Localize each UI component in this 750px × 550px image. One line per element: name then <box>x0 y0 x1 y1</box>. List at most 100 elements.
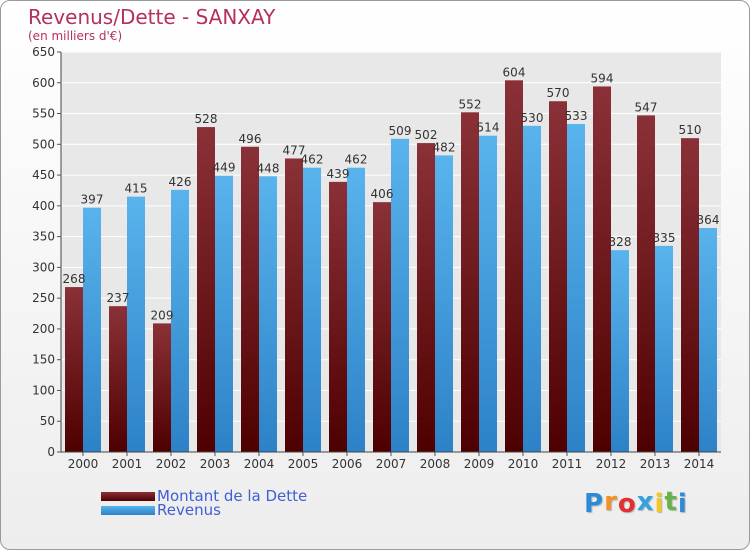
revenus-value-label: 397 <box>81 193 104 207</box>
proxiti-logo: Proxiti <box>584 487 688 519</box>
x-tick-label: 2000 <box>68 457 99 471</box>
dette-bar <box>109 306 127 452</box>
revenus-bar <box>171 189 189 452</box>
dette-value-label: 209 <box>151 308 174 322</box>
revenus-bar <box>347 167 365 452</box>
revenus-value-label: 335 <box>653 231 676 245</box>
y-tick-label: 650 <box>32 45 55 59</box>
dette-bar <box>373 202 391 452</box>
dette-bar <box>285 158 303 452</box>
dette-value-label: 547 <box>635 100 658 114</box>
x-tick-label: 2006 <box>332 457 363 471</box>
revenus-value-label: 328 <box>609 235 632 249</box>
revenus-value-label: 509 <box>389 124 412 138</box>
revenus-bar <box>127 196 145 452</box>
y-tick-label: 600 <box>32 76 55 90</box>
y-tick-label: 450 <box>32 168 55 182</box>
logo-letter: i <box>654 489 665 519</box>
logo-letter: o <box>617 489 637 519</box>
x-tick-label: 2004 <box>244 457 275 471</box>
revenus-bar <box>435 155 453 452</box>
dette-value-label: 477 <box>283 143 306 157</box>
x-tick-label: 2010 <box>508 457 539 471</box>
dette-bar <box>329 181 347 452</box>
dette-bar <box>65 287 83 452</box>
legend-swatch-dette <box>101 492 155 501</box>
legend-label-revenus: Revenus <box>157 501 221 519</box>
revenus-bar <box>479 135 497 452</box>
revenus-value-label: 415 <box>125 182 148 196</box>
dette-bar <box>549 101 567 452</box>
dette-value-label: 268 <box>63 272 86 286</box>
y-tick-label: 0 <box>47 445 55 459</box>
dette-bar <box>593 86 611 452</box>
dette-bar <box>417 143 435 453</box>
y-tick-label: 300 <box>32 260 55 274</box>
x-tick-label: 2007 <box>376 457 407 471</box>
x-tick-label: 2001 <box>112 457 143 471</box>
logo-letter: r <box>604 487 618 517</box>
revenus-value-label: 514 <box>477 121 500 135</box>
revenus-value-label: 426 <box>169 175 192 189</box>
legend-swatch-revenus <box>101 506 155 515</box>
x-tick-label: 2009 <box>464 457 495 471</box>
x-tick-label: 2013 <box>640 457 671 471</box>
dette-bar <box>681 138 699 452</box>
dette-bar <box>461 112 479 453</box>
dette-value-label: 502 <box>415 128 438 142</box>
x-tick-label: 2011 <box>552 457 583 471</box>
logo-letter: i <box>677 489 688 519</box>
dette-bar <box>505 80 523 453</box>
dette-value-label: 496 <box>239 132 262 146</box>
revenus-value-label: 462 <box>301 153 324 167</box>
y-tick-label: 250 <box>32 291 55 305</box>
revenus-value-label: 364 <box>697 213 720 227</box>
revenus-bar <box>83 207 101 452</box>
dette-bar <box>637 115 655 452</box>
x-tick-label: 2014 <box>684 457 715 471</box>
revenus-value-label: 530 <box>521 111 544 125</box>
dette-value-label: 406 <box>371 187 394 201</box>
revenus-bar <box>391 138 409 452</box>
y-tick-label: 400 <box>32 199 55 213</box>
y-tick-label: 550 <box>32 107 55 121</box>
dette-value-label: 237 <box>107 291 130 305</box>
y-tick-label: 350 <box>32 230 55 244</box>
x-tick-label: 2005 <box>288 457 319 471</box>
dette-value-label: 594 <box>591 71 614 85</box>
chart-subtitle: (en milliers d'€) <box>28 29 123 43</box>
revenus-value-label: 533 <box>565 109 588 123</box>
x-tick-label: 2002 <box>156 457 187 471</box>
dette-value-label: 552 <box>459 97 482 111</box>
revenus-value-label: 449 <box>213 161 236 175</box>
revenus-bar <box>259 176 277 453</box>
y-tick-label: 500 <box>32 137 55 151</box>
logo-letter: P <box>584 489 605 519</box>
dette-value-label: 528 <box>195 112 218 126</box>
revenus-bar <box>611 250 629 452</box>
y-tick-label: 150 <box>32 353 55 367</box>
legend-label-dette: Montant de la Dette <box>157 487 308 505</box>
bar-chart: 0 50 100 150 200 250 300 350 400 450 500 550 600 650 2… <box>32 45 721 471</box>
y-tick-label: 100 <box>32 383 55 397</box>
y-tick-label: 50 <box>40 414 55 428</box>
dette-bar <box>153 323 171 452</box>
logo-letter: t <box>664 487 678 517</box>
dette-value-label: 510 <box>679 123 702 137</box>
y-tick-label: 200 <box>32 322 55 336</box>
revenus-bar <box>655 245 673 452</box>
chart-title: Revenus/Dette - SANXAY <box>28 5 276 29</box>
dette-bar <box>197 127 215 453</box>
x-tick-label: 2012 <box>596 457 627 471</box>
revenus-bar <box>567 124 585 452</box>
dette-value-label: 604 <box>503 65 526 79</box>
x-tick-label: 2003 <box>200 457 231 471</box>
dette-value-label: 570 <box>547 86 570 100</box>
x-tick-label: 2008 <box>420 457 451 471</box>
revenus-bar <box>699 228 717 452</box>
revenus-value-label: 448 <box>257 161 280 175</box>
revenus-bar <box>303 167 321 452</box>
revenus-bar <box>523 125 541 452</box>
dette-value-label: 439 <box>327 167 350 181</box>
